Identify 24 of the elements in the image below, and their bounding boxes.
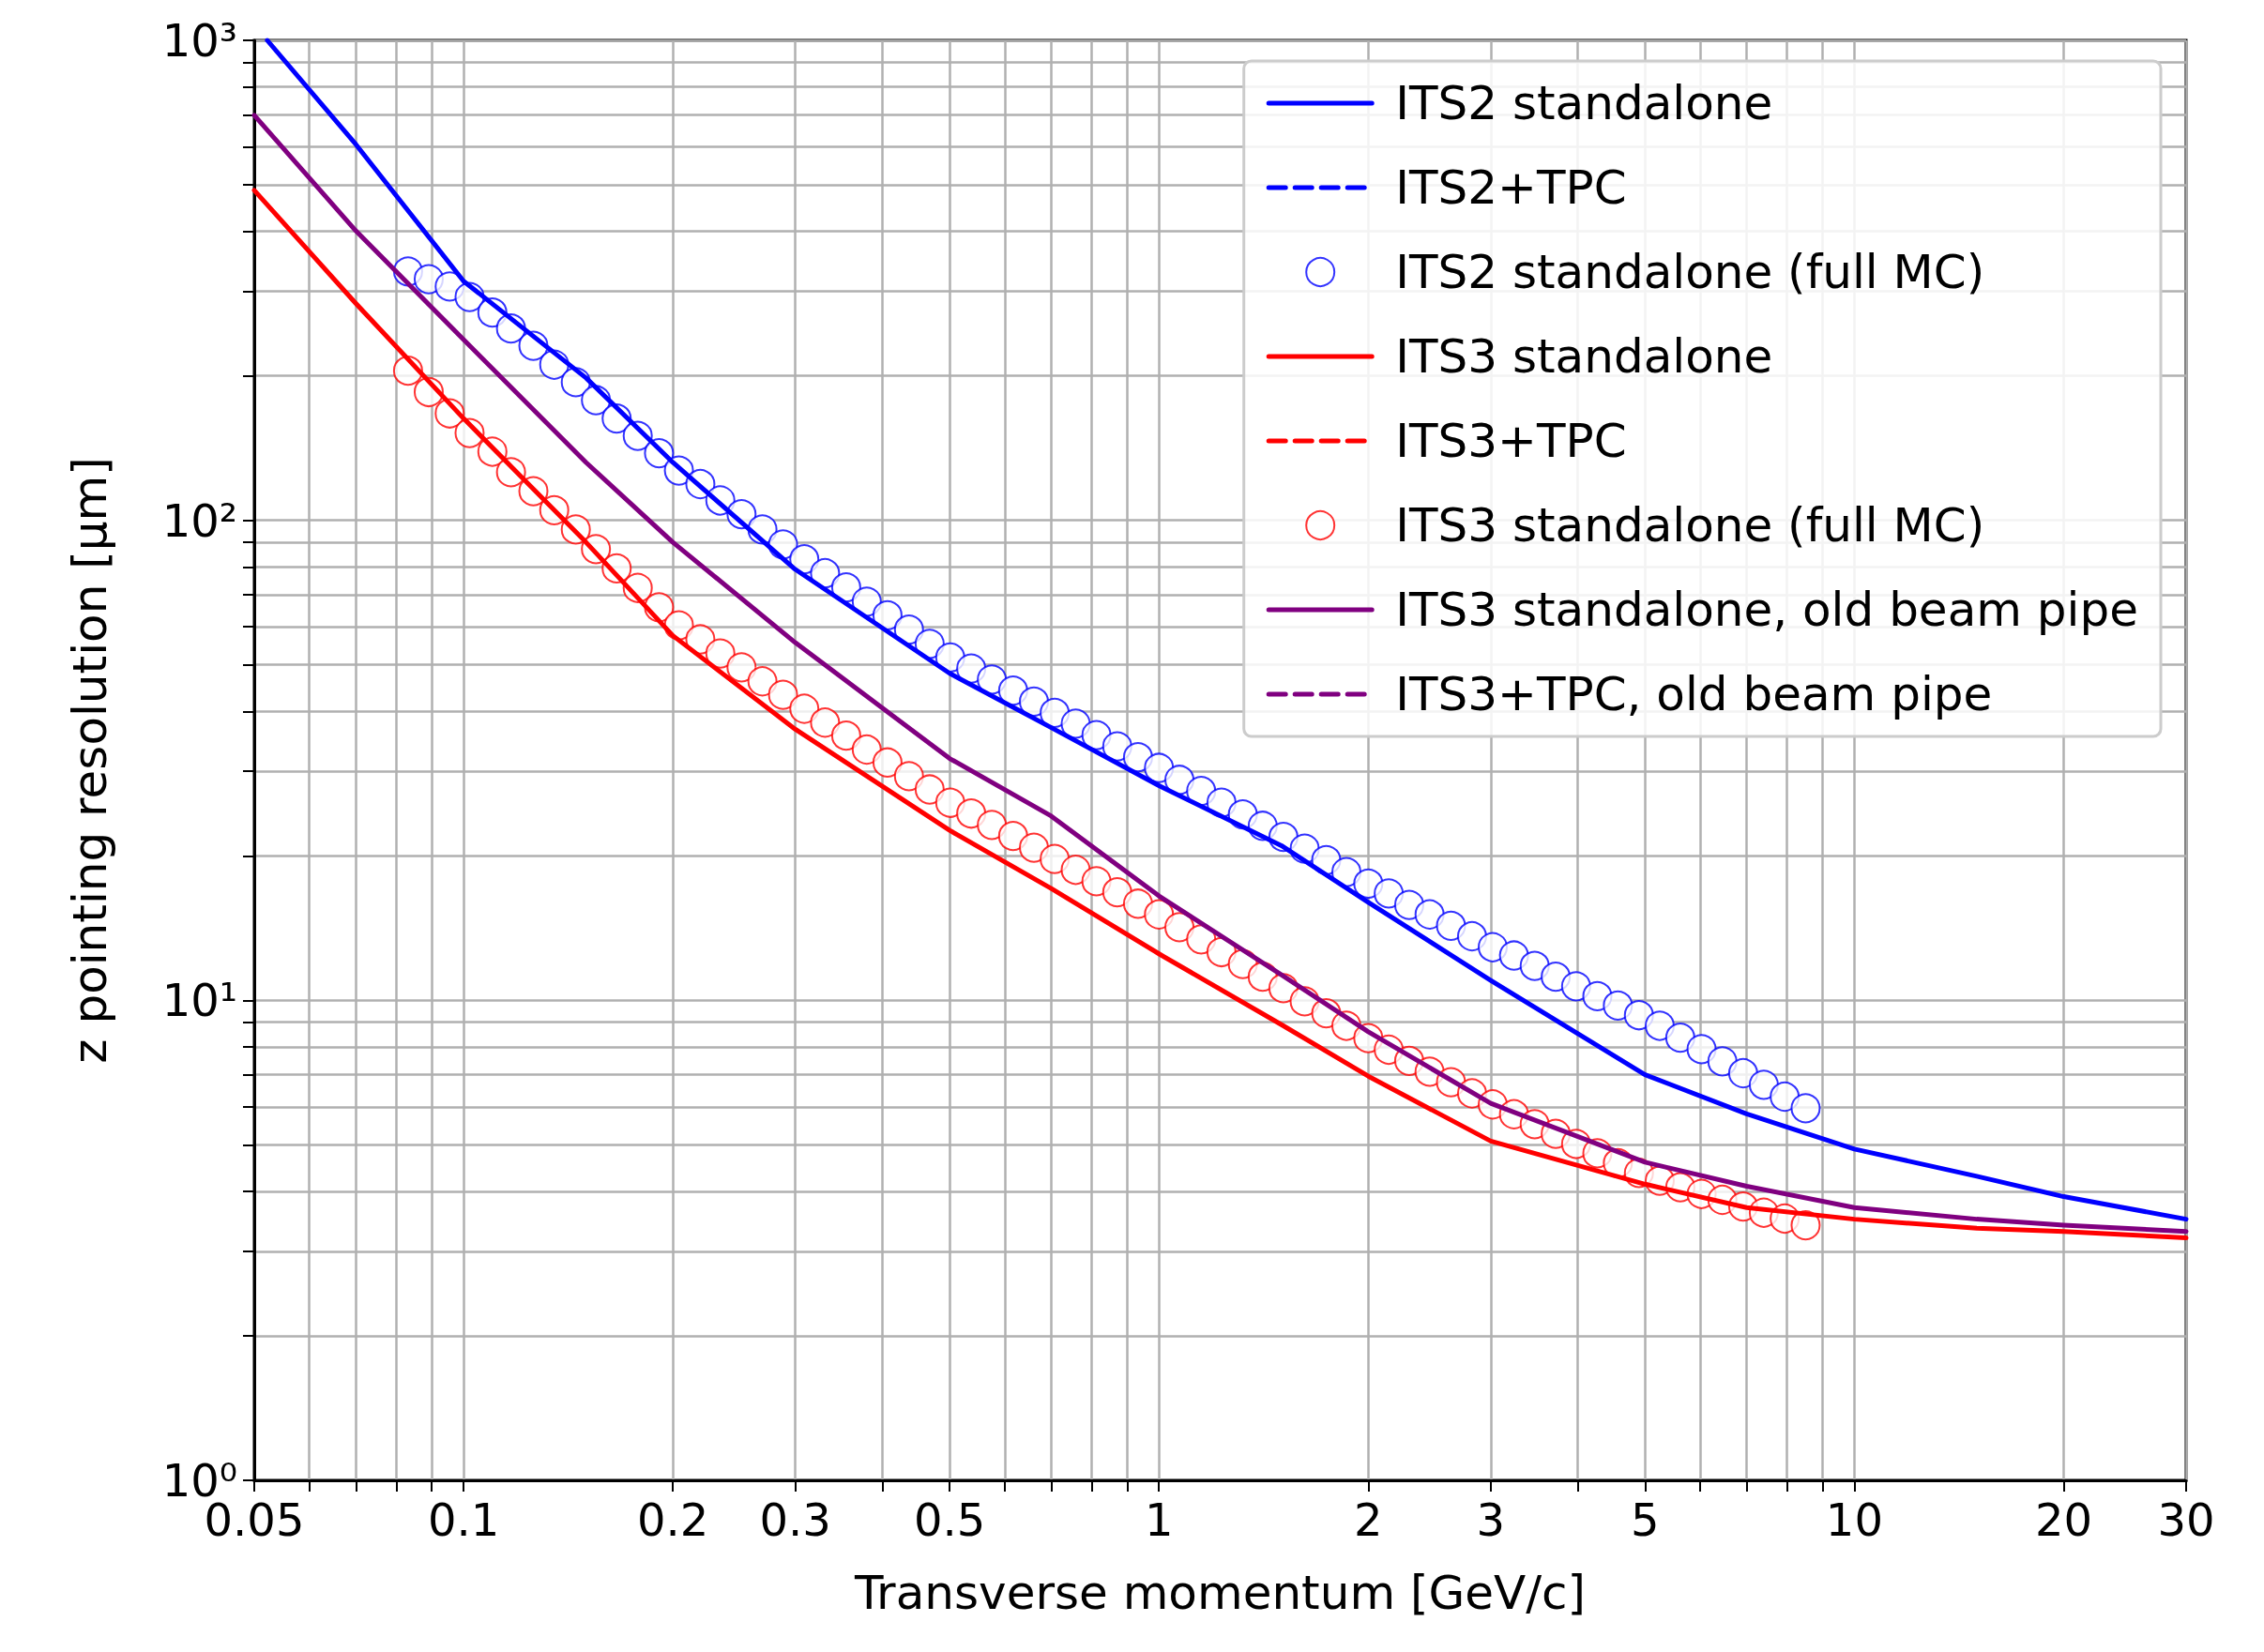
legend-label: ITS3 standalone (full MC) <box>1395 498 1985 553</box>
x-tick-label: 5 <box>1631 1493 1660 1546</box>
x-tick-label: 0.1 <box>427 1493 500 1546</box>
legend-label: ITS2+TPC <box>1395 160 1627 215</box>
x-tick-label: 0.3 <box>759 1493 831 1546</box>
y-tick-label: 10² <box>161 493 237 547</box>
legend-label: ITS3+TPC <box>1395 414 1627 468</box>
y-tick-label: 10³ <box>161 14 237 67</box>
y-axis-title: z pointing resolution [μm] <box>63 457 117 1064</box>
x-tick-label: 2 <box>1354 1493 1383 1546</box>
legend-label: ITS3 standalone <box>1395 329 1773 384</box>
legend-label: ITS3+TPC, old beam pipe <box>1395 667 1993 721</box>
x-tick-label: 0.2 <box>637 1493 709 1546</box>
legend-label: ITS3 standalone, old beam pipe <box>1395 583 2138 637</box>
x-tick-label: 20 <box>2034 1493 2093 1546</box>
legend-label: ITS2 standalone <box>1395 76 1773 130</box>
legend-label: ITS2 standalone (full MC) <box>1395 245 1985 299</box>
x-tick-label: 0.5 <box>913 1493 986 1546</box>
x-tick-label: 10 <box>1825 1493 1883 1546</box>
x-tick-label: 3 <box>1476 1493 1506 1546</box>
x-tick-label: 30 <box>2157 1493 2215 1546</box>
x-tick-label: 1 <box>1144 1493 1174 1546</box>
x-axis-title: Transverse momentum [GeV/c] <box>853 1566 1587 1620</box>
y-tick-label: 10¹ <box>161 974 237 1027</box>
